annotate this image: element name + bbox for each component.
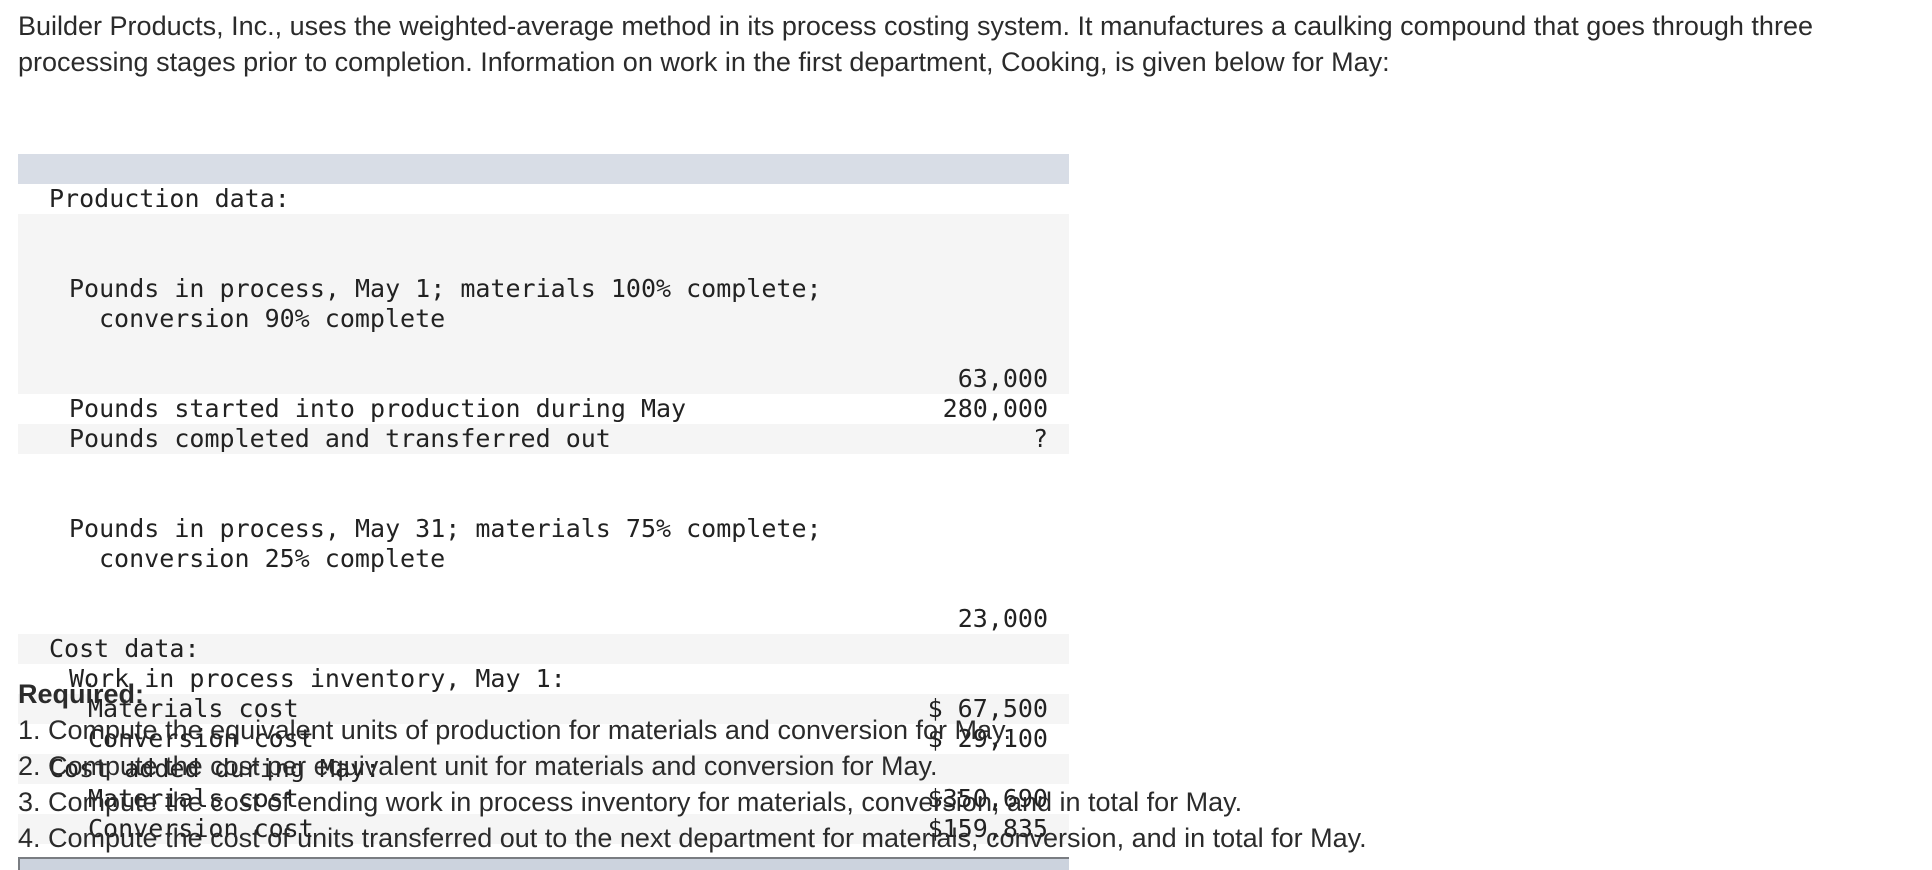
table-row: Cost added during May: [18, 754, 1069, 784]
row-label-line: conversion 25% complete [99, 544, 446, 573]
row-value: 63,000 [848, 214, 1069, 394]
row-value [848, 634, 1069, 664]
row-value: 280,000 [942, 394, 1048, 423]
required-item: 4. Compute the cost of units transferred… [18, 823, 1367, 853]
row-label-line: Pounds in process, May 1; materials 100%… [69, 274, 822, 303]
horizontal-scrollbar[interactable] [18, 857, 1069, 870]
table-row: Conversion cost $ 29,100 [18, 724, 1069, 754]
row-value: 23,000 [957, 604, 1048, 633]
table-row: Pounds started into production during Ma… [18, 394, 1069, 424]
table-row: Materials cost $ 67,500 [18, 694, 1069, 724]
required-item: 1. Compute the equivalent units of produ… [18, 715, 1012, 745]
row-label-line: Work in process inventory, May 1: [69, 664, 566, 693]
row-value [848, 754, 1069, 784]
table-row: Work in process inventory, May 1: [18, 664, 1069, 694]
row-label-line: conversion 90% complete [99, 304, 446, 333]
required-heading: Required: [18, 679, 145, 709]
row-label: Pounds started into production during Ma… [18, 394, 848, 424]
row-label: Production data: [18, 184, 848, 214]
row-label: Cost data: [18, 634, 848, 664]
row-label-line: Materials cost [88, 694, 299, 723]
row-label-line: Materials cost [88, 784, 299, 813]
production-cost-table: Production data: Pounds in process, May … [18, 184, 1069, 844]
table-row: Pounds in process, May 31; materials 75%… [18, 454, 1069, 634]
row-label: Materials cost [18, 694, 848, 724]
row-label-line: Cost data: [49, 634, 200, 663]
required-item: 3. Compute the cost of ending work in pr… [18, 787, 1243, 817]
row-label-line: Conversion cost [88, 814, 314, 843]
row-value [848, 184, 1069, 214]
row-label-line: Pounds in process, May 31; materials 75%… [69, 514, 822, 543]
row-label: Conversion cost [18, 814, 848, 844]
table-row: Cost data: [18, 634, 1069, 664]
table-row: Pounds completed and transferred out ? [18, 424, 1069, 454]
table-row: Conversion cost $159,835 [18, 814, 1069, 844]
row-label: Pounds in process, May 1; materials 100%… [18, 214, 848, 394]
required-section: Required: 1. Compute the equivalent unit… [18, 676, 1908, 856]
data-table-container: Production data: Pounds in process, May … [18, 154, 1069, 870]
table-row: Materials cost $350,690 [18, 784, 1069, 814]
table-row: Pounds in process, May 1; materials 100%… [18, 214, 1069, 394]
required-item: 2. Compute the cost per equivalent unit … [18, 751, 938, 781]
required-list: 1. Compute the equivalent units of produ… [18, 712, 1908, 856]
row-label: Cost added during May: [18, 754, 848, 784]
row-label-line: Production data: [49, 184, 290, 213]
row-label: Work in process inventory, May 1: [18, 664, 848, 694]
table-row: Production data: [18, 184, 1069, 214]
table-header-bar [18, 154, 1069, 184]
row-value: $159,835 [848, 814, 1069, 844]
row-label: Materials cost [18, 784, 848, 814]
row-label: Conversion cost [18, 724, 848, 754]
row-label-line: Cost added during May: [49, 754, 381, 783]
problem-intro: Builder Products, Inc., uses the weighte… [18, 11, 1813, 77]
row-value: $ 67,500 [848, 694, 1069, 724]
row-label: Pounds completed and transferred out [18, 424, 848, 454]
row-value: ? [848, 424, 1069, 454]
row-label: Pounds in process, May 31; materials 75%… [18, 454, 848, 634]
row-label-line: Conversion cost [88, 724, 314, 753]
row-label-line: Pounds completed and transferred out [69, 424, 611, 453]
row-value: $350,690 [927, 784, 1048, 813]
row-value: $ 29,100 [927, 724, 1048, 753]
row-label-line: Pounds started into production during Ma… [69, 394, 687, 423]
